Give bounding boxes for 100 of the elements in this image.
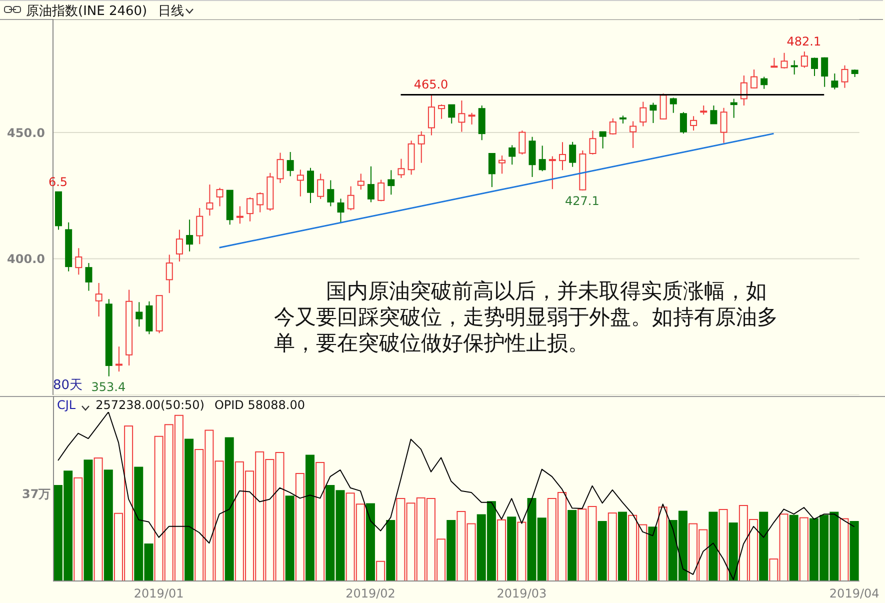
- candlestick: [710, 105, 718, 124]
- bar: [376, 560, 386, 581]
- bar: [104, 470, 113, 581]
- candlestick: [246, 196, 254, 222]
- annotation: 427.1: [565, 194, 600, 208]
- candlestick: [800, 51, 808, 68]
- candlestick: [559, 142, 566, 171]
- candlestick: [740, 75, 748, 106]
- bar: [386, 520, 396, 581]
- bar: [446, 520, 456, 581]
- candlestick: [630, 120, 637, 148]
- candlestick: [206, 184, 214, 216]
- x-tick-label: 2019/04: [829, 586, 880, 601]
- bar: [295, 473, 304, 581]
- bar: [789, 514, 798, 581]
- candlestick: [166, 254, 173, 294]
- annotation: 国内原油突破前高以后，并未取得实质涨幅，如今又要回踩突破位，走势明显弱于外盘。如持有原油多单，要在突破位做好保护性止损。: [274, 278, 779, 356]
- annotation: OPID 58088.00: [214, 398, 305, 412]
- bar: [648, 526, 658, 581]
- text: 37万: [22, 486, 51, 503]
- candlestick: [790, 60, 798, 76]
- bar: [224, 437, 234, 581]
- candlestick: [670, 97, 677, 114]
- candlestick: [569, 141, 576, 168]
- candlestick: [508, 144, 516, 166]
- candlestick: [640, 101, 647, 127]
- annotation: 482.1: [786, 34, 822, 49]
- candlestick: [650, 102, 657, 124]
- candlestick: [458, 100, 466, 132]
- bar: [718, 509, 728, 581]
- bar: [306, 454, 314, 581]
- candlestick: [700, 105, 708, 116]
- y-tick-label: 400.0: [7, 252, 45, 266]
- x-tick-label: 2019/03: [496, 586, 547, 601]
- bar: [507, 516, 516, 581]
- candlestick: [186, 219, 194, 252]
- candlestick: [438, 104, 446, 120]
- x-tick-label: 2019/02: [346, 586, 396, 601]
- annotation: 353.4: [91, 380, 126, 394]
- candlestick: [609, 118, 616, 136]
- candlestick: [518, 130, 526, 156]
- candlestick: [720, 107, 728, 144]
- bar: [598, 521, 607, 581]
- candlestick: [528, 136, 536, 178]
- candlestick: [680, 112, 687, 134]
- bar: [366, 503, 375, 581]
- candlestick: [317, 173, 324, 200]
- candlestick: [176, 229, 183, 262]
- candlestick: [780, 52, 788, 69]
- candlestick: [276, 152, 284, 184]
- candlestick: [448, 104, 456, 124]
- candlestick: [831, 73, 838, 90]
- bar: [285, 496, 294, 581]
- bar: [84, 460, 93, 581]
- candlestick: [367, 166, 374, 203]
- annotation: 6.5: [48, 174, 68, 189]
- chart-subtitle: 日线: [158, 3, 184, 20]
- candlestick: [136, 302, 143, 328]
- bar: [497, 519, 506, 581]
- candlestick: [357, 173, 364, 190]
- y-tick-label: 450.0: [7, 126, 45, 140]
- bar: [94, 457, 103, 581]
- candlestick: [196, 208, 204, 245]
- x-tick-label: 2019/01: [134, 586, 184, 601]
- chart-title: 原油指数(INE 2460): [26, 3, 148, 20]
- bar: [618, 512, 627, 581]
- candlestick: [85, 262, 92, 292]
- annotation: 257238.00(50:50): [96, 398, 204, 412]
- candlestick: [690, 116, 698, 132]
- candlestick: [468, 112, 476, 125]
- candlestick: [841, 64, 848, 88]
- candlestick: [498, 155, 506, 174]
- candlestick: [296, 169, 304, 197]
- candlestick: [388, 170, 395, 196]
- candlestick: [327, 180, 334, 207]
- annotation: 465.0: [414, 78, 448, 92]
- candlestick: [821, 56, 828, 88]
- candlestick: [730, 98, 738, 118]
- candlestick: [811, 57, 818, 77]
- bar: [840, 518, 849, 581]
- candlestick: [216, 187, 224, 207]
- bar: [708, 512, 718, 581]
- bar: [316, 462, 325, 581]
- candlestick: [538, 145, 546, 172]
- bar: [658, 506, 668, 581]
- bar: [608, 512, 617, 581]
- bar: [799, 517, 808, 581]
- candlestick: [378, 179, 385, 202]
- candlestick: [428, 94, 435, 136]
- candlestick: [337, 198, 344, 223]
- candlestick: [286, 151, 294, 177]
- bar: [568, 510, 577, 581]
- candlestick: [660, 92, 667, 120]
- candlestick: [418, 130, 425, 164]
- candlestick: [548, 156, 556, 190]
- bar: [517, 522, 526, 581]
- candlestick: [750, 68, 758, 89]
- annotation: 80天: [53, 377, 83, 394]
- candlestick: [75, 248, 82, 276]
- candlestick: [398, 158, 405, 178]
